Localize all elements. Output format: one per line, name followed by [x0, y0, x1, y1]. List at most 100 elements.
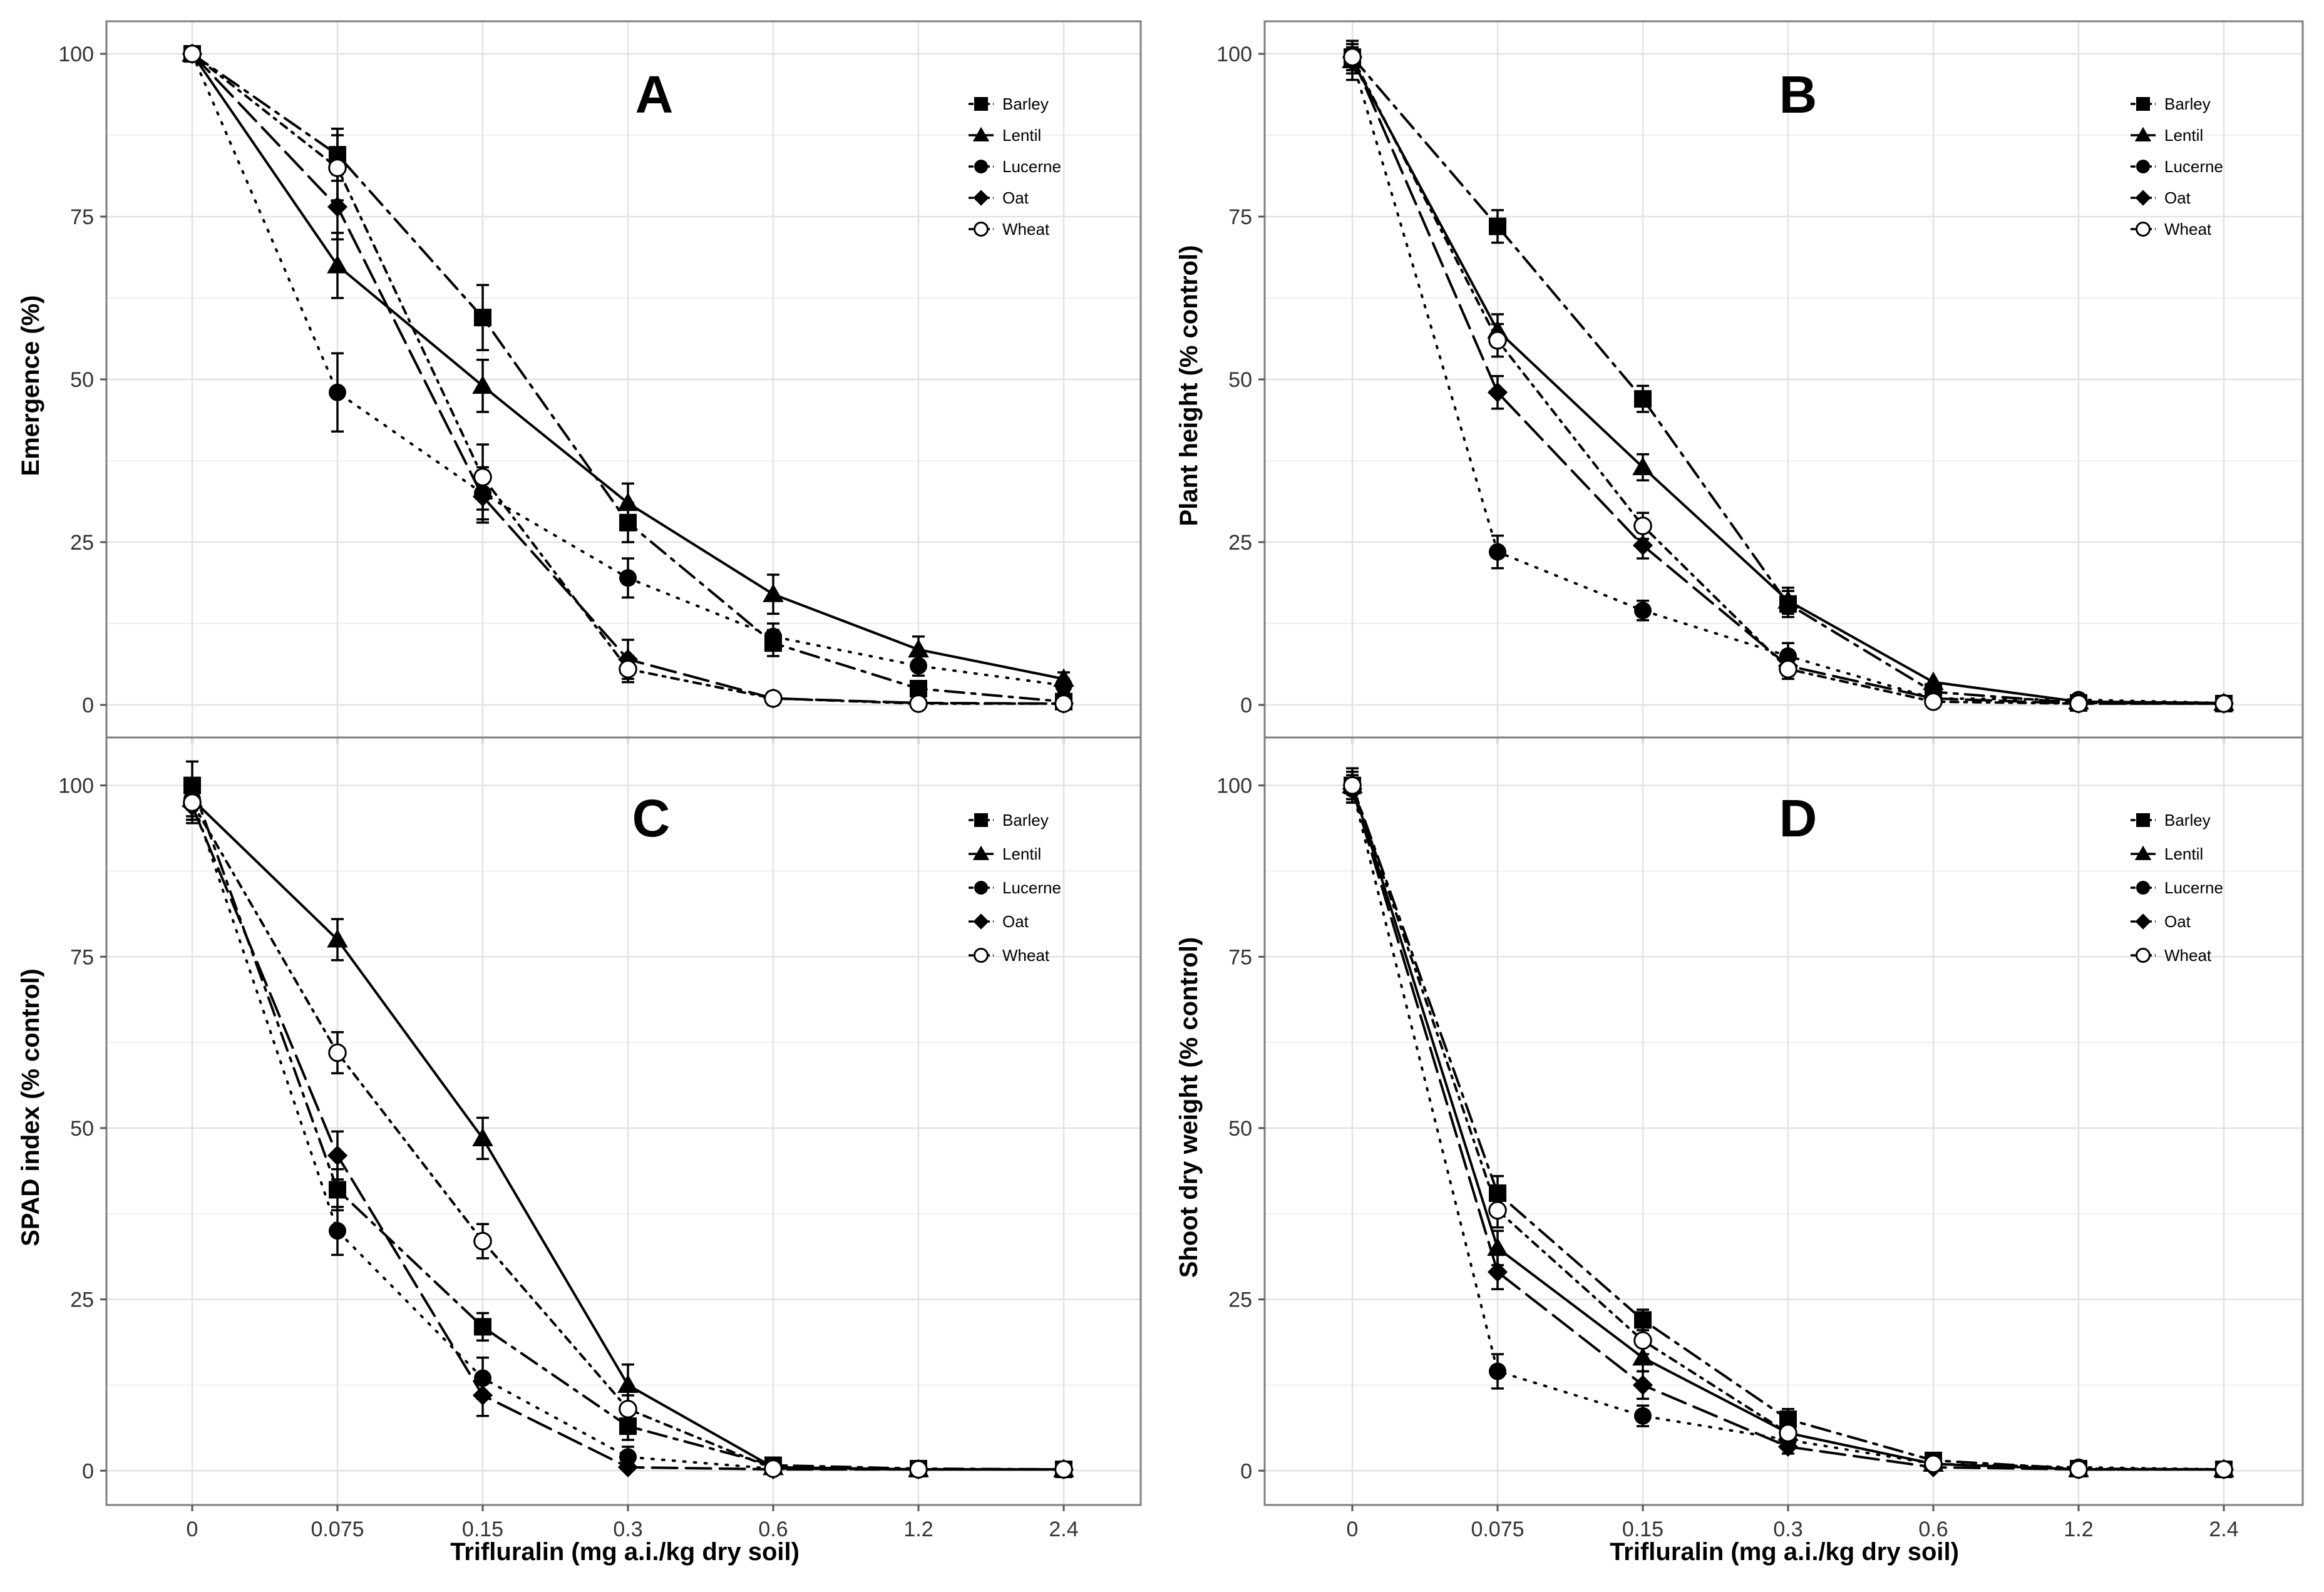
panel-c-point-lentil	[327, 929, 348, 948]
panel-c-legend-label-lucerne: Lucerne	[1002, 878, 1061, 897]
panel-d-legend-marker-wheat	[2136, 948, 2151, 963]
panel-c-x-tick-label: 0.15	[462, 1518, 503, 1541]
panel-c-y-tick-label: 75	[70, 945, 94, 969]
panel-c-point-oat	[617, 1457, 639, 1477]
panel-a-legend-label-barley: Barley	[1002, 95, 1049, 113]
panel-a-point-lentil	[472, 375, 493, 394]
panel-c-x-tick-label: 0.6	[758, 1518, 788, 1541]
panel-b-point-lucerne	[1634, 602, 1652, 620]
panel-c-point-barley	[329, 1181, 346, 1199]
panel-d-y-tick-label: 75	[1228, 945, 1252, 969]
panel-c-legend-marker-lucerne	[974, 881, 988, 895]
panel-c-x-tick-label: 0	[187, 1518, 198, 1541]
panel-d-x-tick-label: 0.3	[1773, 1518, 1802, 1541]
panel-c-x-axis-title: Trifluralin (mg a.i./kg dry soil)	[450, 1538, 800, 1566]
panel-b-point-wheat	[1924, 692, 1943, 711]
panel-a-y-tick-label: 100	[58, 43, 94, 66]
panel-d-legend-marker-barley	[2136, 813, 2150, 827]
panel-b-point-oat	[1632, 535, 1653, 556]
panel-b-legend-label-oat: Oat	[2164, 188, 2191, 207]
panel-b-point-lentil	[1777, 590, 1799, 609]
panel-d-x-tick-label: 0.6	[1918, 1518, 1948, 1541]
panel-b-series-wheat	[1343, 43, 2233, 713]
panel-d-y-tick-label: 50	[1228, 1117, 1252, 1141]
panel-b-legend-label-barley: Barley	[2164, 95, 2211, 113]
panel-a-point-lentil	[327, 255, 348, 274]
panel-c-y-tick-label: 25	[70, 1288, 94, 1312]
panel-c-point-lucerne	[329, 1222, 346, 1240]
panel-b: Plant height (% control) B 0 25 50 75 100 Bar…	[1175, 20, 2304, 744]
panel-c-legend-marker-barley	[974, 813, 988, 827]
panel-c-x-tick-label: 1.2	[903, 1518, 933, 1541]
panel-a-point-wheat	[183, 44, 202, 63]
panel-c-y-tick-label: 0	[82, 1459, 94, 1483]
panel-c-legend-label-barley: Barley	[1002, 811, 1049, 829]
panel-a-legend-marker-lentil	[972, 126, 990, 141]
panel-d-point-wheat	[1633, 1331, 1652, 1350]
panel-c-point-lucerne	[619, 1448, 637, 1466]
panel-d-point-wheat	[2214, 1460, 2233, 1479]
panel-a-point-lucerne	[619, 569, 637, 587]
panel-b-point-lucerne	[1489, 543, 1506, 561]
panel-b-y-tick-label: 25	[1228, 531, 1252, 555]
panel-b-y-tick-label: 100	[1216, 43, 1252, 66]
panel-a: Emergence (%) A 0 25 50 75 100 Barley Lentil Lu…	[17, 20, 1142, 744]
panel-b-point-wheat	[2214, 694, 2233, 713]
panel-d-y-axis-title: Shoot dry weight (% control)	[1175, 937, 1203, 1278]
panel-a-point-lucerne	[1055, 676, 1072, 694]
panel-a-legend-marker-lucerne	[974, 160, 988, 173]
panel-c-point-oat	[327, 1145, 348, 1166]
panel-d-point-lucerne	[1634, 1407, 1652, 1425]
panel-b-legend-marker-lucerne	[2136, 160, 2150, 173]
panel-c-x-tick-label: 2.4	[1049, 1518, 1078, 1541]
panel-b-point-barley	[1634, 390, 1652, 408]
panel-b-y-tick-label: 0	[1240, 694, 1252, 717]
panel-c-point-wheat	[1054, 1460, 1073, 1479]
panel-c-y-tick-label: 100	[58, 774, 94, 798]
panel-b-point-lentil	[1923, 671, 1944, 691]
panel-c-point-wheat	[183, 793, 202, 812]
panel-c-x-tick-label: 0.075	[311, 1518, 364, 1541]
panel-d-legend-label-wheat: Wheat	[2164, 946, 2212, 965]
panel-b-legend-label-lentil: Lentil	[2164, 126, 2203, 145]
panel-b-point-barley	[1489, 217, 1506, 235]
panel-d-point-wheat	[1779, 1424, 1797, 1442]
panel-d-point-wheat	[2069, 1460, 2088, 1479]
panel-b-legend-marker-wheat	[2136, 222, 2151, 237]
panel-c-x-tick-label: 0.3	[613, 1518, 642, 1541]
panel-b-point-lentil	[1632, 456, 1653, 475]
panel-a-point-wheat	[473, 468, 492, 486]
panel-c-legend-label-oat: Oat	[1002, 912, 1029, 931]
panel-c-point-oat	[472, 1385, 493, 1405]
panel-c-legend-marker-lentil	[972, 845, 990, 860]
panel-a-y-tick-label: 75	[70, 205, 94, 229]
panel-c-point-wheat	[909, 1460, 928, 1479]
panel-b-legend-marker-lentil	[2134, 126, 2152, 141]
panel-b-legend-label-wheat: Wheat	[2164, 220, 2212, 239]
panel-a-point-lucerne	[329, 383, 346, 401]
panel-d-letter: D	[1779, 789, 1818, 848]
panel-d-grid	[1265, 737, 2303, 1505]
panel-c-y-tick-label: 50	[70, 1117, 94, 1141]
panel-a-y-tick-label: 25	[70, 531, 94, 555]
panel-a-letter: A	[635, 65, 674, 124]
panel-b-y-tick-label: 50	[1228, 368, 1252, 392]
panel-c-point-lentil	[472, 1127, 493, 1146]
panel-d-x-tick-label: 0	[1347, 1518, 1359, 1541]
panel-a-y-tick-label: 50	[70, 368, 94, 392]
panel-d-legend-label-oat: Oat	[2164, 912, 2191, 931]
panel-c-point-lentil	[617, 1374, 639, 1394]
panel-d-x-tick-label: 2.4	[2209, 1518, 2238, 1541]
panel-c-point-wheat	[764, 1459, 783, 1478]
panel-b-legend-label-lucerne: Lucerne	[2164, 157, 2223, 176]
panel-d-point-oat	[1487, 1261, 1508, 1282]
panel-d-legend-marker-oat	[2135, 913, 2151, 930]
panel-c-legend-marker-wheat	[974, 948, 989, 963]
panel-a-legend-label-oat: Oat	[1002, 188, 1029, 207]
panel-a-point-lucerne	[764, 627, 782, 645]
panel-c-point-wheat	[473, 1231, 492, 1251]
panel-d-border	[1263, 736, 2304, 1506]
panel-a-point-oat	[327, 197, 348, 217]
panel-d-legend-marker-lentil	[2134, 845, 2152, 860]
